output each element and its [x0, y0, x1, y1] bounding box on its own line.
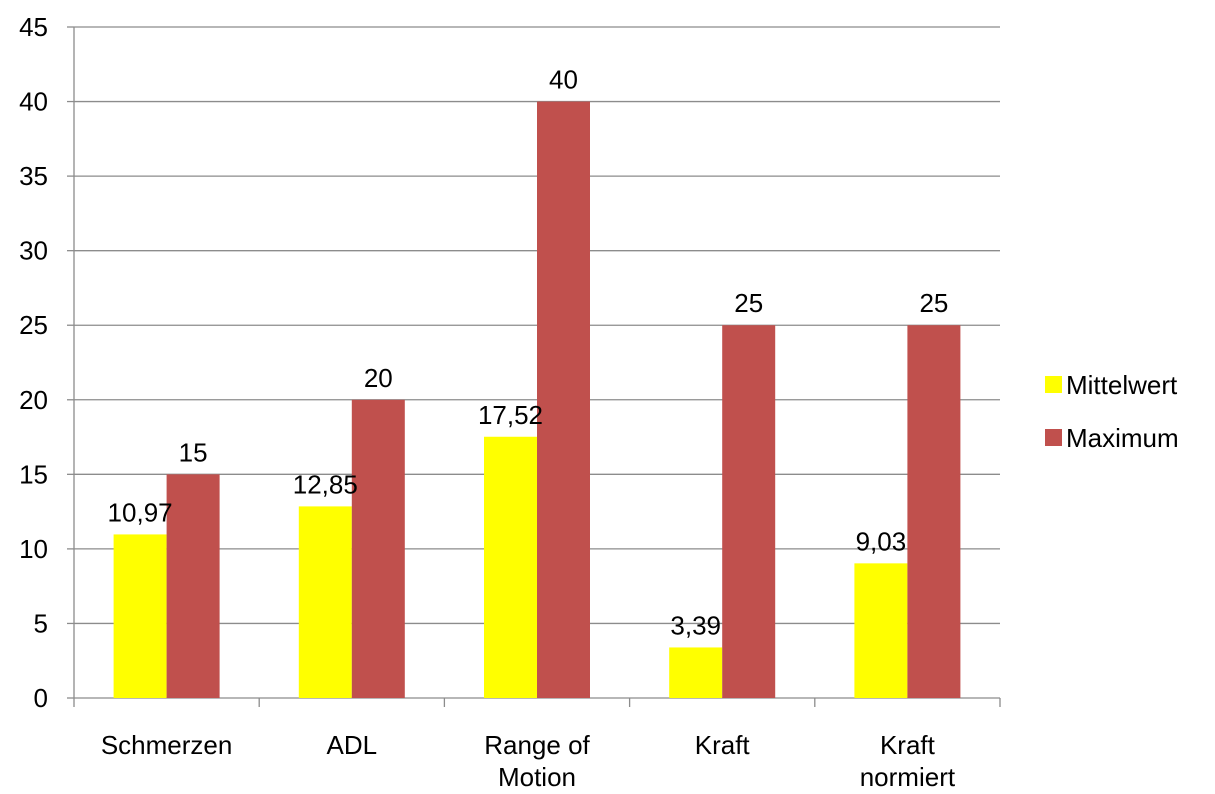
y-tick-label: 45: [19, 12, 48, 42]
bar-mittelwert: [113, 534, 167, 698]
axes: 0 5 10 15 20 25 30 35 40 45 Schmerzen ADL Range of Mo…: [19, 12, 1001, 792]
bar-maximum: [537, 101, 590, 699]
y-tick-label: 15: [19, 459, 48, 489]
y-tick-label: 5: [34, 608, 48, 638]
legend-swatch-maximum: [1045, 429, 1062, 446]
x-category-label: ADL: [327, 730, 378, 760]
bar-maximum: [907, 325, 961, 698]
data-label: 3,39: [670, 610, 721, 640]
bar-mittelwert: [484, 436, 537, 698]
x-category-label-line: Kraft: [880, 730, 936, 760]
y-tick-label: 0: [34, 683, 48, 713]
x-category-label: Range of Motion: [484, 730, 590, 792]
data-label: 40: [549, 65, 578, 95]
data-label: 25: [734, 288, 763, 318]
x-category-label-line: Kraft: [695, 730, 751, 760]
x-category-label-line: Range of: [484, 730, 590, 760]
x-category-label-line: Motion: [498, 762, 576, 792]
x-category-label: Kraft normiert: [860, 730, 956, 792]
data-label: 15: [179, 437, 208, 467]
bar-maximum: [351, 399, 405, 698]
y-tick-label: 10: [19, 534, 48, 564]
bar-mittelwert: [298, 506, 352, 698]
x-category-label-line: Schmerzen: [101, 730, 233, 760]
bar-mittelwert: [669, 647, 723, 698]
y-tick-label: 35: [19, 161, 48, 191]
x-category-label-line: normiert: [860, 762, 956, 792]
x-category-label: Kraft: [695, 730, 751, 760]
data-label: 9,03: [856, 526, 907, 556]
legend-swatch-mittelwert: [1045, 376, 1062, 393]
y-tick-label: 30: [19, 236, 48, 266]
bar-maximum: [166, 474, 220, 698]
data-label: 10,97: [108, 497, 173, 527]
bar-mittelwert: [854, 563, 908, 698]
y-tick-label: 40: [19, 87, 48, 117]
data-label: 20: [364, 363, 393, 393]
bar-maximum: [722, 325, 776, 698]
y-tick-label: 25: [19, 310, 48, 340]
x-category-label: Schmerzen: [101, 730, 233, 760]
bars: [113, 101, 961, 699]
legend: Mittelwert Maximum: [1045, 370, 1179, 453]
data-label: 12,85: [293, 469, 358, 499]
x-category-label-line: ADL: [327, 730, 378, 760]
y-tick-label: 20: [19, 385, 48, 415]
legend-label-mittelwert: Mittelwert: [1066, 370, 1178, 400]
data-label: 25: [919, 288, 948, 318]
legend-label-maximum: Maximum: [1066, 423, 1179, 453]
data-label: 17,52: [478, 400, 543, 430]
